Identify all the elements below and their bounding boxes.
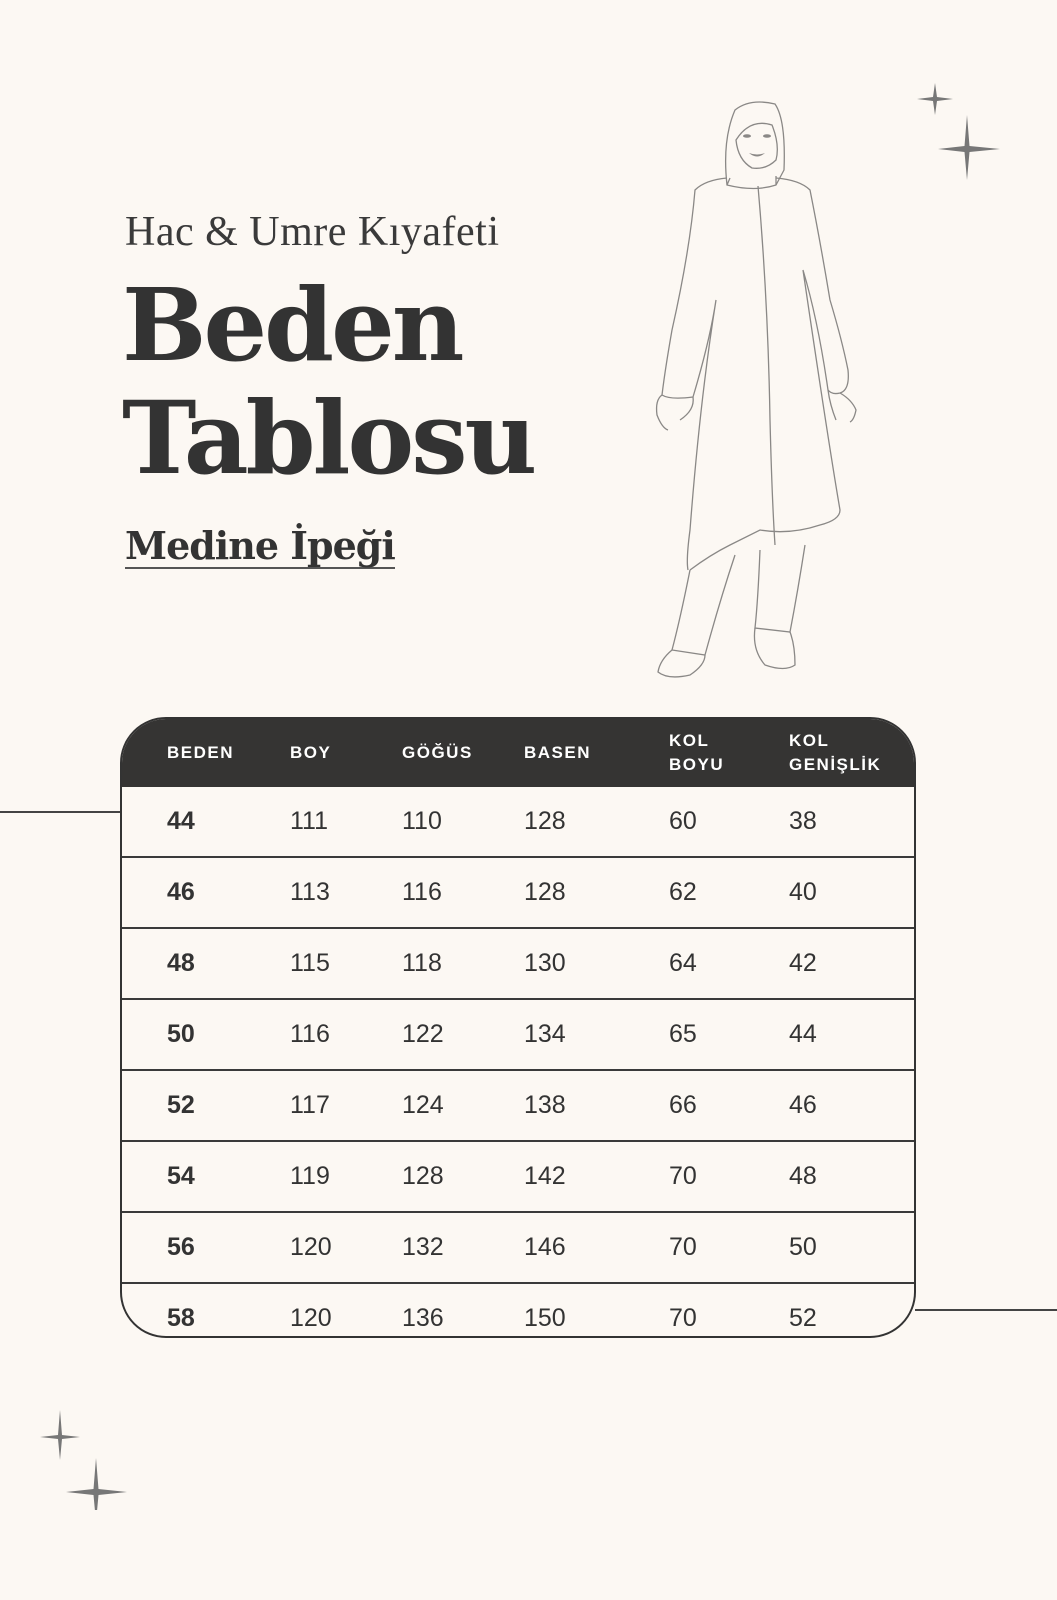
table-cell: 150 — [524, 1304, 566, 1332]
table-cell: 130 — [524, 949, 566, 977]
table-cell: 111 — [290, 807, 329, 835]
col-basen: BASEN — [524, 743, 592, 762]
table-cell: 62 — [669, 878, 697, 906]
table-row: 44 111 110 128 60 38 — [122, 787, 914, 856]
table-cell: 54 — [167, 1162, 195, 1190]
table-row: 58 120 136 150 70 52 — [122, 1282, 914, 1336]
table-cell: 42 — [789, 949, 817, 977]
table-cell: 128 — [524, 807, 566, 835]
table-row: 52 117 124 138 66 46 — [122, 1069, 914, 1140]
table-cell: 117 — [290, 1091, 330, 1119]
col-gogus: GÖĞÜS — [402, 743, 473, 762]
table-cell: 52 — [167, 1091, 195, 1119]
table-cell: 50 — [167, 1020, 195, 1048]
table-cell: 56 — [167, 1233, 195, 1261]
table-cell: 44 — [167, 807, 195, 835]
table-cell: 120 — [290, 1233, 332, 1261]
col-label: BOYU — [669, 755, 725, 774]
table-cell: 136 — [402, 1304, 444, 1332]
table-cell: 118 — [402, 949, 442, 977]
title-line-2: Tablosu — [122, 379, 537, 497]
table-cell: 58 — [167, 1304, 195, 1332]
table-cell: 122 — [402, 1020, 444, 1048]
table-cell: 113 — [290, 878, 330, 906]
table-cell: 70 — [669, 1162, 697, 1190]
table-cell: 44 — [789, 1020, 817, 1048]
table-body: 44 111 110 128 60 38 46 113 116 128 62 40 48 115 118 13… — [122, 787, 914, 1336]
table-cell: 142 — [524, 1162, 566, 1190]
table-cell: 48 — [789, 1162, 817, 1190]
col-label: GENİŞLİK — [789, 755, 882, 774]
table-cell: 70 — [669, 1233, 697, 1261]
size-table: BEDEN BOY GÖĞÜS BASEN KOL BOYU KOL GENİŞLİ… — [120, 717, 916, 1338]
table-cell: 60 — [669, 807, 697, 835]
subtitle: Hac & Umre Kıyafeti — [125, 209, 500, 255]
table-row: 48 115 118 130 64 42 — [122, 927, 914, 998]
table-cell: 124 — [402, 1091, 444, 1119]
table-row: 46 113 116 128 62 40 — [122, 856, 914, 927]
title-line-1: Beden — [122, 266, 464, 384]
table-cell: 115 — [290, 949, 330, 977]
table-cell: 116 — [290, 1020, 330, 1048]
col-kol-genislik: KOL GENİŞLİK — [789, 729, 914, 777]
table-cell: 134 — [524, 1020, 566, 1048]
table-cell: 66 — [669, 1091, 697, 1119]
table-cell: 120 — [290, 1304, 332, 1332]
figure-illustration — [655, 83, 1000, 678]
table-cell: 38 — [789, 807, 817, 835]
product-name: Medine İpeği — [125, 523, 396, 569]
table-row: 56 120 132 146 70 50 — [122, 1211, 914, 1282]
woman-figure-icon — [655, 101, 857, 678]
table-cell: 40 — [789, 878, 817, 906]
table-cell: 48 — [167, 949, 195, 977]
table-cell: 46 — [789, 1091, 817, 1119]
table-cell: 64 — [669, 949, 697, 977]
table-row: 54 119 128 142 70 48 — [122, 1140, 914, 1211]
table-cell: 128 — [524, 878, 566, 906]
sparkle-icon — [917, 83, 1000, 180]
table-cell: 70 — [669, 1304, 697, 1332]
table-cell: 116 — [402, 878, 442, 906]
table-row: 50 116 122 134 65 44 — [122, 998, 914, 1069]
col-label: KOL — [669, 731, 710, 750]
sparkle-icon — [40, 1410, 127, 1510]
table-cell: 46 — [167, 878, 195, 906]
col-boy: BOY — [290, 743, 332, 762]
table-cell: 132 — [402, 1233, 444, 1261]
table-cell: 119 — [290, 1162, 330, 1190]
table-header: BEDEN BOY GÖĞÜS BASEN KOL BOYU KOL GENİŞLİ… — [122, 719, 914, 787]
col-beden: BEDEN — [167, 743, 235, 762]
col-kol-boyu: KOL BOYU — [669, 729, 789, 777]
divider-left — [0, 811, 121, 813]
table-cell: 110 — [402, 807, 442, 835]
divider-right — [915, 1309, 1057, 1311]
col-label: KOL — [789, 731, 830, 750]
table-cell: 138 — [524, 1091, 566, 1119]
table-cell: 65 — [669, 1020, 697, 1048]
table-cell: 128 — [402, 1162, 444, 1190]
table-cell: 146 — [524, 1233, 566, 1261]
table-cell: 52 — [789, 1304, 817, 1332]
table-cell: 50 — [789, 1233, 817, 1261]
